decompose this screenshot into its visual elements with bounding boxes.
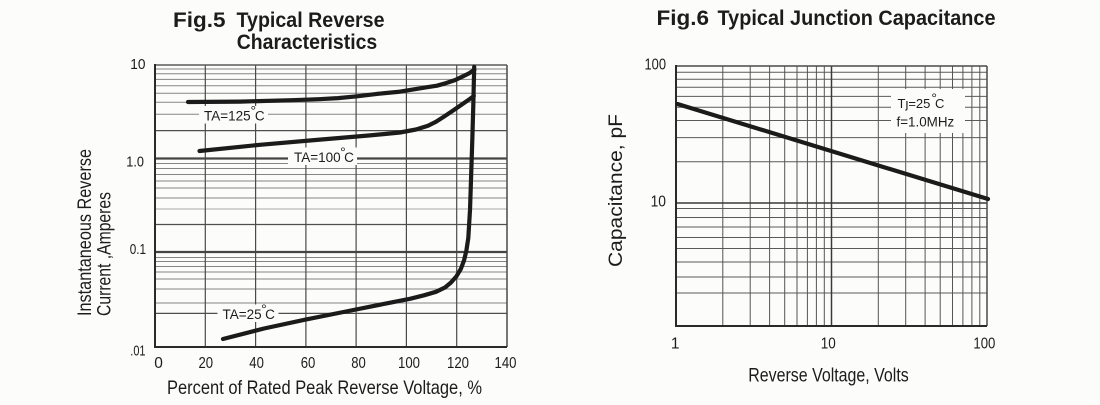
svg-text:Capacitance, pF: Capacitance, pF [605, 114, 627, 267]
svg-text:Reverse Voltage, Volts: Reverse Voltage, Volts [748, 365, 909, 387]
svg-text:TA=100°C: TA=100°C [294, 144, 354, 165]
svg-text:0.1: 0.1 [130, 241, 146, 258]
svg-text:10: 10 [130, 56, 145, 73]
svg-text:Typical Reverse: Typical Reverse [237, 8, 385, 32]
svg-text:100: 100 [398, 355, 420, 372]
svg-text:Current ,Amperes: Current ,Amperes [94, 192, 116, 316]
svg-text:140: 140 [495, 355, 517, 372]
svg-text:80: 80 [351, 355, 366, 372]
svg-text:100: 100 [645, 56, 667, 73]
svg-text:Instantaneous Reverse: Instantaneous Reverse [74, 149, 96, 316]
svg-text:120: 120 [447, 355, 469, 372]
svg-text:100: 100 [973, 336, 995, 353]
svg-text:10: 10 [821, 336, 836, 353]
svg-text:.01: .01 [130, 343, 145, 360]
svg-text:Tȷ=25°C: Tȷ=25°C [898, 90, 945, 111]
svg-text:1: 1 [671, 336, 680, 353]
svg-text:Typical Junction Capacitance: Typical Junction Capacitance [718, 6, 996, 30]
svg-text:f=1.0MHz: f=1.0MHz [897, 115, 955, 130]
svg-text:Fig.5: Fig.5 [173, 8, 226, 32]
svg-text:60: 60 [301, 355, 316, 372]
svg-text:TA=125°C: TA=125°C [204, 103, 265, 124]
svg-text:40: 40 [249, 355, 264, 372]
svg-text:TA=25°C: TA=25°C [223, 301, 276, 322]
svg-text:20: 20 [199, 355, 214, 372]
svg-text:10: 10 [651, 193, 667, 210]
svg-text:Characteristics: Characteristics [237, 30, 378, 54]
svg-text:1.0: 1.0 [126, 153, 144, 170]
svg-text:0: 0 [154, 355, 163, 372]
svg-text:Percent of Rated Peak Reverse: Percent of Rated Peak Reverse Voltage, % [167, 377, 482, 399]
svg-text:Fig.6: Fig.6 [657, 6, 710, 30]
